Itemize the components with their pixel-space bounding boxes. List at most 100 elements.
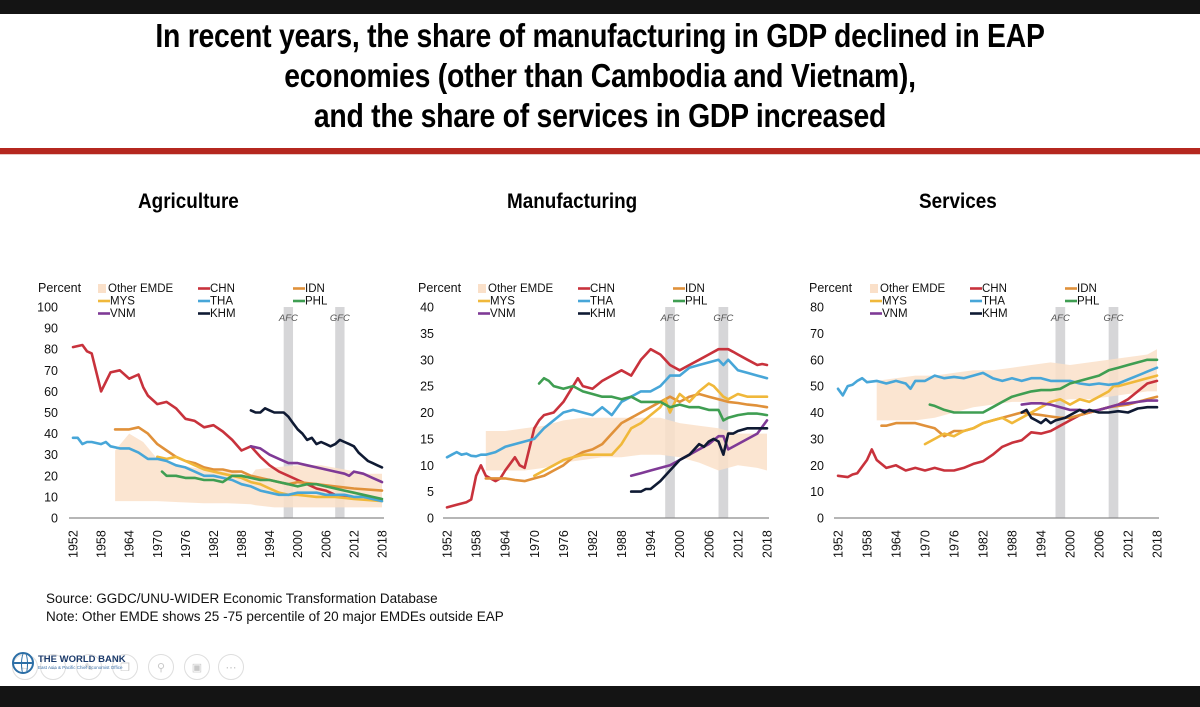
logo-subtitle: East Asia & Pacific Chief Economist Offi… <box>38 665 123 670</box>
chart-agriculture-afc-label: AFC <box>278 313 298 324</box>
chart-manufacturing-legend-label-vnm: VNM <box>490 308 516 320</box>
chart-agriculture-ytick: 90 <box>44 322 58 336</box>
chart-services-legend-swatch-other-emde <box>870 284 878 293</box>
chart-services-afc-label: AFC <box>1050 313 1070 324</box>
chart-agriculture-xtick: 1958 <box>95 530 109 558</box>
chart-agriculture-line-mys <box>156 455 384 503</box>
chart-manufacturing-xtick: 1952 <box>441 530 455 558</box>
headline-line-2: economies (other than Cambodia and Vietn… <box>284 57 916 94</box>
chart-agriculture-line-vnm <box>249 444 384 484</box>
chart-services-band-other-emde <box>876 349 1157 421</box>
chart-manufacturing-ytick: 35 <box>420 327 434 341</box>
chart-manufacturing-ytick: 15 <box>420 432 434 446</box>
chart-manufacturing-xtick: 1982 <box>586 530 600 558</box>
chart-services-xtick: 1958 <box>861 530 875 558</box>
headline-divider <box>0 148 1200 154</box>
chart-manufacturing-legend-label-phl: PHL <box>685 296 708 308</box>
chart-services-gfc-label: GFC <box>1103 313 1123 324</box>
chart-agriculture-gfc-label: GFC <box>330 313 350 324</box>
chart-agriculture-xtick: 1982 <box>207 530 221 558</box>
logo-name: THE WORLD BANK <box>38 654 126 665</box>
note-text: Note: Other EMDE shows 25 -75 percentile… <box>46 609 504 624</box>
chart-manufacturing-ytick: 0 <box>427 512 434 526</box>
chart-agriculture-legend-label-phl: PHL <box>305 296 328 308</box>
chart-services-ylabel: Percent <box>809 281 853 295</box>
chart-services-legend-label-chn: CHN <box>982 283 1007 295</box>
chart-agriculture-xtick: 1970 <box>151 530 165 558</box>
chart-agriculture-legend-label-vnm: VNM <box>110 308 136 320</box>
chart-services-xtick: 1952 <box>832 530 846 558</box>
chart-agriculture-ylabel: Percent <box>38 281 82 295</box>
chart-manufacturing-xtick: 1994 <box>644 530 658 558</box>
chart-services-xtick: 2018 <box>1151 530 1165 558</box>
chart-services-xtick: 1994 <box>1035 530 1049 558</box>
copy-button[interactable]: ❐ <box>112 654 138 680</box>
chart-services-ytick: 70 <box>810 327 824 341</box>
headline-divider-shadow <box>0 154 1200 155</box>
chart-services-xtick: 1970 <box>919 530 933 558</box>
chart-services-ytick: 30 <box>810 432 824 446</box>
chart-manufacturing-line-idn <box>484 392 769 483</box>
magnifier-icon: ⚲ <box>156 661 166 674</box>
chart-manufacturing-ytick: 30 <box>420 353 434 367</box>
chart-agriculture-legend-label-idn: IDN <box>305 283 325 295</box>
chart-services-ytick: 20 <box>810 459 824 473</box>
chart-services-xtick: 2000 <box>1064 530 1078 558</box>
chart-manufacturing-band-other-emde <box>485 417 767 471</box>
chart-services-xtick: 1988 <box>1006 530 1020 558</box>
screen-button[interactable]: ▣ <box>184 654 210 680</box>
chart-services-legend-label-idn: IDN <box>1077 283 1097 295</box>
chart-services-legend-label-mys: MYS <box>882 296 907 308</box>
chart-manufacturing-ytick: 25 <box>420 380 434 394</box>
pen-tool-button[interactable]: ✎ <box>76 654 102 680</box>
zoom-button[interactable]: ⚲ <box>148 654 174 680</box>
chart-manufacturing-ytick: 5 <box>427 485 434 499</box>
chart-manufacturing-ytick: 20 <box>420 406 434 420</box>
next-slide-button[interactable]: → <box>40 654 66 680</box>
chart-services-legend-label-other-emde: Other EMDE <box>880 283 946 295</box>
chart-agriculture-ytick: 10 <box>44 490 58 504</box>
chart-services-xtick: 2012 <box>1122 530 1136 558</box>
chart-agriculture-legend-label-chn: CHN <box>210 283 235 295</box>
chart-agriculture-ytick: 40 <box>44 427 58 441</box>
chart-services-legend-label-tha: THA <box>982 296 1005 308</box>
chart-agriculture-legend-swatch-other-emde <box>98 284 106 293</box>
chart-services-line-khm <box>1020 405 1159 425</box>
source-text: Source: GGDC/UNU-WIDER Economic Transfor… <box>46 591 438 606</box>
window-bottom-bar <box>0 686 1200 707</box>
chart-agriculture-legend-label-khm: KHM <box>210 308 236 320</box>
chart-manufacturing-xtick: 2018 <box>761 530 775 558</box>
screen-icon: ▣ <box>191 661 203 674</box>
panel-title-agriculture: Agriculture <box>138 190 239 213</box>
chart-agriculture-xtick: 2006 <box>319 530 333 558</box>
chart-services-ytick: 0 <box>817 512 824 526</box>
chart-services-legend-label-khm: KHM <box>982 308 1008 320</box>
chart-agriculture-xtick: 2012 <box>347 530 361 558</box>
chart-services-legend-label-vnm: VNM <box>882 308 908 320</box>
slide-headline: In recent years, the share of manufactur… <box>84 16 1116 136</box>
panel-title-services: Services <box>919 190 997 213</box>
chart-manufacturing-line-mys <box>532 382 769 478</box>
chart-manufacturing-legend-label-tha: THA <box>590 296 613 308</box>
chart-agriculture-legend-label-mys: MYS <box>110 296 135 308</box>
chart-agriculture-ytick: 0 <box>51 512 58 526</box>
chart-services-xtick: 1964 <box>890 530 904 558</box>
chart-services-afc-bar <box>1055 307 1066 518</box>
chart-agriculture-xtick: 2018 <box>376 530 390 558</box>
chart-manufacturing-xtick: 1964 <box>499 530 513 558</box>
source-notes: Source: GGDC/UNU-WIDER Economic Transfor… <box>46 590 504 626</box>
chart-services-xtick: 1982 <box>977 530 991 558</box>
chart-agriculture-ytick: 70 <box>44 364 58 378</box>
headline-line-3: and the share of services in GDP increas… <box>313 97 887 134</box>
chart-agriculture-line-khm <box>249 406 384 469</box>
window-top-bar <box>0 0 1200 14</box>
chart-manufacturing-legend-label-mys: MYS <box>490 296 515 308</box>
chart-agriculture-ytick: 50 <box>44 406 58 420</box>
chart-manufacturing-gfc-label: GFC <box>713 313 733 324</box>
chart-agriculture-gfc-bar <box>335 307 345 518</box>
more-dots-icon: ⋯ <box>225 661 237 674</box>
headline-line-1: In recent years, the share of manufactur… <box>155 17 1045 54</box>
more-options-button[interactable]: ⋯ <box>218 654 244 680</box>
chart-manufacturing-ylabel: Percent <box>418 281 462 295</box>
